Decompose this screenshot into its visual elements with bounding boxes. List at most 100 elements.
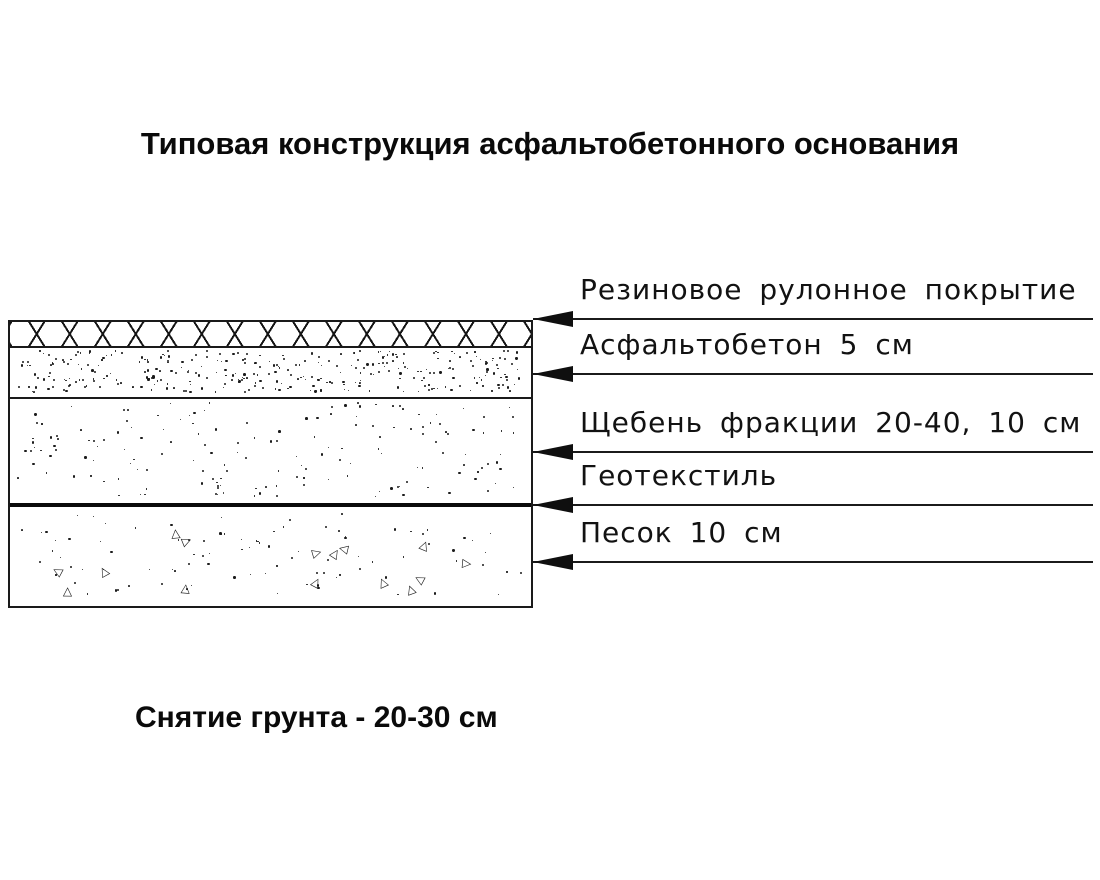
stipple-dot	[32, 438, 34, 440]
stipple-dot	[69, 565, 73, 569]
stipple-dot	[360, 379, 362, 381]
stipple-dot	[169, 441, 172, 444]
stipple-dot	[215, 481, 218, 484]
stipple-dot	[492, 357, 494, 359]
stipple-dot	[439, 423, 442, 426]
stipple-dot	[497, 383, 500, 387]
stipple-dot	[92, 379, 95, 383]
stipple-dot	[62, 360, 66, 364]
stipple-dot	[475, 356, 478, 358]
stipple-dot	[322, 571, 326, 575]
stipple-dot	[54, 539, 57, 541]
stipple-dot	[276, 593, 278, 595]
stipple-dot	[208, 553, 210, 555]
stipple-dot	[320, 453, 323, 456]
stipple-dot	[355, 366, 358, 369]
stipple-dot	[74, 353, 77, 356]
stipple-dot	[106, 355, 108, 357]
stipple-dot	[144, 493, 146, 496]
stipple-dot	[439, 371, 442, 374]
stipple-dot	[190, 383, 192, 385]
stipple-dot	[232, 374, 235, 377]
callout-label-rubber: Резиновое рулонное покрытие	[580, 273, 1077, 306]
stipple-dot	[378, 436, 381, 438]
stipple-dot	[127, 409, 129, 411]
stipple-dot	[471, 539, 474, 542]
stipple-dot	[344, 536, 346, 538]
stipple-dot	[160, 583, 164, 586]
stipple-dot	[147, 378, 150, 381]
stipple-dot	[110, 353, 113, 356]
stipple-dot	[244, 361, 247, 364]
stipple-dot	[275, 380, 279, 383]
stipple-dot	[478, 377, 480, 379]
page-title: Типовая конструкция асфальтобетонного ос…	[140, 126, 960, 161]
sand-triangle-icon: △	[62, 583, 73, 598]
stipple-dot	[248, 546, 251, 549]
stipple-dot	[49, 363, 52, 366]
sand-triangle-icon: △	[180, 581, 191, 596]
stipple-dot	[51, 362, 54, 364]
stipple-dot	[486, 489, 490, 493]
stipple-dot	[237, 378, 240, 380]
stipple-dot	[162, 428, 165, 431]
stipple-dot	[402, 390, 404, 393]
stipple-dot	[484, 375, 486, 377]
stipple-dot	[431, 388, 434, 391]
stipple-dot	[132, 386, 134, 389]
stipple-dot	[86, 593, 89, 595]
stipple-dot	[134, 527, 136, 529]
stipple-dot	[103, 378, 105, 380]
stipple-dot	[421, 380, 423, 382]
stipple-dot	[99, 541, 102, 543]
leader-line	[533, 497, 1093, 513]
stipple-dot	[214, 391, 217, 393]
stipple-dot	[33, 390, 35, 393]
stipple-dot	[508, 406, 510, 408]
stipple-dot	[172, 386, 175, 389]
stipple-dot	[265, 485, 267, 488]
sand-triangle-icon: △	[309, 547, 326, 560]
stipple-dot	[495, 363, 498, 366]
stipple-dot	[290, 556, 293, 559]
stipple-dot	[507, 386, 510, 389]
stipple-dot	[102, 569, 104, 571]
stipple-dot	[221, 533, 223, 535]
stipple-dot	[214, 492, 218, 496]
stipple-dot	[246, 377, 248, 379]
stipple-dot	[225, 359, 228, 362]
stipple-dot	[159, 379, 162, 382]
stipple-dot	[448, 491, 451, 495]
stipple-dot	[188, 538, 191, 542]
stipple-dot	[427, 486, 430, 489]
stipple-dot	[422, 376, 425, 379]
stipple-dot	[214, 428, 218, 432]
stipple-dot	[282, 526, 285, 528]
stipple-dot	[494, 483, 496, 485]
stipple-dot	[519, 571, 523, 575]
stipple-dot	[254, 361, 257, 365]
stipple-dot	[391, 360, 394, 362]
stipple-dot	[440, 371, 443, 373]
stipple-dot	[272, 364, 275, 367]
stipple-dot	[194, 371, 198, 375]
stipple-dot	[83, 385, 87, 388]
stipple-dot	[393, 426, 395, 428]
stipple-dot	[38, 561, 41, 564]
stipple-dot	[317, 361, 320, 364]
stipple-dot	[97, 364, 99, 366]
stipple-dot	[246, 421, 249, 424]
stipple-dot	[305, 378, 307, 380]
stipple-dot	[417, 370, 420, 373]
stipple-dot	[384, 575, 388, 579]
stipple-dot	[474, 477, 477, 481]
stipple-dot	[397, 486, 400, 489]
stipple-dot	[180, 366, 183, 369]
stipple-dot	[103, 438, 106, 441]
stipple-dot	[274, 388, 277, 390]
stipple-dot	[320, 364, 323, 367]
stipple-dot	[33, 373, 37, 376]
stipple-dot	[493, 372, 496, 375]
stipple-dot	[162, 353, 164, 356]
stipple-dot	[278, 367, 281, 369]
